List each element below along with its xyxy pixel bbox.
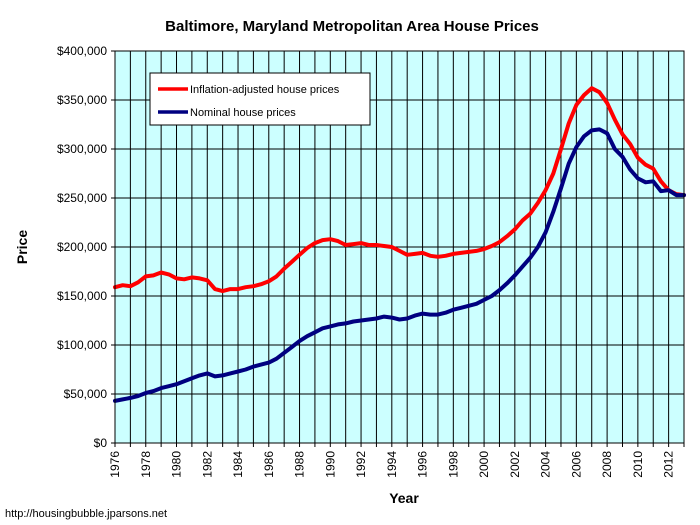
x-tick-label: 1996 <box>416 451 430 478</box>
y-axis-title: Price <box>14 230 30 264</box>
legend-label-inflation-adjusted: Inflation-adjusted house prices <box>190 84 340 96</box>
legend-box <box>149 72 371 126</box>
x-axis-title: Year <box>389 490 419 506</box>
x-tick-label: 2008 <box>600 451 614 478</box>
x-tick-label: 1994 <box>385 451 399 478</box>
x-axis-ticks: 1976 1978 1980 1982 1984 1986 1988 1990 1992 1994… <box>108 443 685 478</box>
y-tick-label: $150,000 <box>57 289 107 303</box>
x-tick-label: 1990 <box>323 451 337 478</box>
y-tick-label: $400,000 <box>57 44 107 58</box>
y-axis-ticks: $0 $50,000 $100,000 $150,000 $200,000 $250,00… <box>57 44 115 450</box>
x-tick-label: 2010 <box>631 451 645 478</box>
x-tick-label: 2002 <box>508 451 522 478</box>
x-tick-label: 2000 <box>477 451 491 478</box>
series-line-nominal <box>113 127 686 403</box>
series-layer <box>113 86 686 403</box>
y-tick-label: $100,000 <box>57 338 107 352</box>
x-tick-label: 1988 <box>293 451 307 478</box>
y-tick-label: $350,000 <box>57 93 107 107</box>
y-tick-label: $300,000 <box>57 142 107 156</box>
x-tick-label: 1980 <box>170 451 184 478</box>
x-tick-label: 1986 <box>262 451 276 478</box>
x-tick-label: 1998 <box>446 451 460 478</box>
x-tick-label: 1976 <box>108 451 122 478</box>
x-tick-label: 1992 <box>354 451 368 478</box>
x-tick-label: 2012 <box>662 451 676 478</box>
source-url: http://housingbubble.jparsons.net <box>5 508 167 520</box>
y-tick-label: $200,000 <box>57 240 107 254</box>
y-tick-label: $250,000 <box>57 191 107 205</box>
x-tick-label: 1984 <box>231 451 245 478</box>
chart-title: Baltimore, Maryland Metropolitan Area Ho… <box>165 18 539 35</box>
x-tick-label: 1978 <box>139 451 153 478</box>
y-tick-label: $50,000 <box>64 387 108 401</box>
y-tick-label: $0 <box>94 436 108 450</box>
x-tick-label: 2004 <box>539 451 553 478</box>
x-tick-label: 1982 <box>200 451 214 478</box>
series-line-inflation-adjusted <box>113 86 686 294</box>
legend-label-nominal: Nominal house prices <box>190 107 296 119</box>
x-tick-label: 2006 <box>569 451 583 478</box>
legend: Inflation-adjusted house prices Nominal … <box>149 72 371 126</box>
